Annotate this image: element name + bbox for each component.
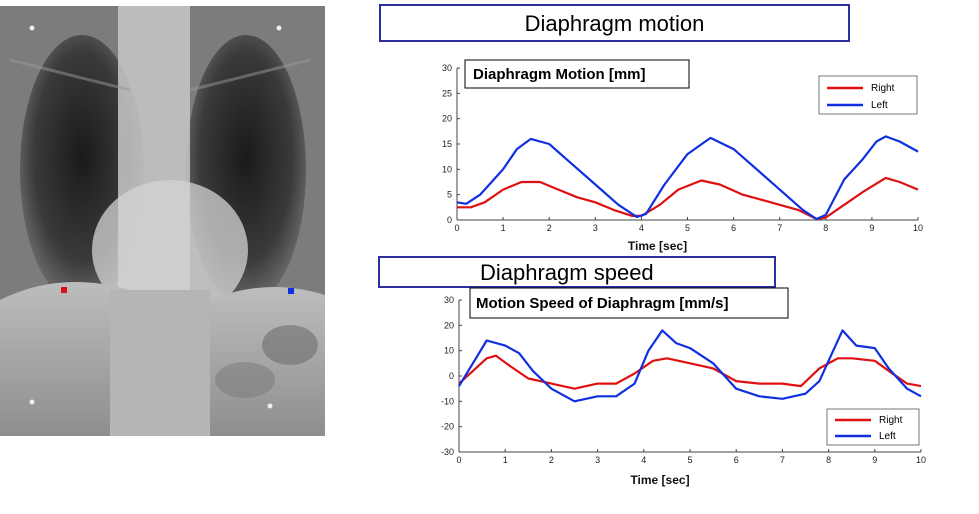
- speed-x-tick-label: 8: [826, 455, 831, 465]
- motion-panel-title: Diaphragm motion: [379, 4, 850, 42]
- speed-y-tick-label: -30: [441, 447, 454, 457]
- left-diaphragm-marker: [288, 288, 294, 294]
- speed-panel-title: Diaphragm speed: [378, 256, 776, 288]
- motion-x-tick-label: 0: [454, 223, 459, 233]
- motion-chart: 0 1 2 3 4 5 6 7 8 9 10 0 5 10 15 20 25 30 Time [sec] Diaphr…: [442, 59, 923, 253]
- speed-legend-box: [826, 408, 920, 446]
- speed-y-tick-label: 0: [449, 371, 454, 381]
- motion-x-tick-label: 3: [593, 223, 598, 233]
- motion-title-box: [464, 59, 690, 89]
- motion-x-tick-label: 8: [823, 223, 828, 233]
- motion-series-left: [456, 135, 919, 221]
- speed-y-tick-label: -20: [441, 422, 454, 432]
- speed-y-tick-label: 30: [444, 295, 454, 305]
- speed-chart-title: Motion Speed of Diaphragm [mm/s]: [476, 295, 729, 312]
- right-diaphragm-marker: [61, 287, 67, 293]
- motion-x-tick-label: 9: [869, 223, 874, 233]
- speed-x-tick-label: 0: [456, 455, 461, 465]
- speed-x-tick-label: 3: [595, 455, 600, 465]
- motion-x-tick-label: 2: [547, 223, 552, 233]
- speed-x-tick-label: 9: [872, 455, 877, 465]
- motion-x-tick-label: 10: [913, 223, 923, 233]
- motion-y-tick-label: 20: [442, 114, 452, 124]
- motion-y-tick-label: 25: [442, 88, 452, 98]
- motion-y-tick-label: 30: [442, 63, 452, 73]
- speed-series-right: [458, 354, 922, 390]
- speed-x-tick-label: 7: [780, 455, 785, 465]
- motion-legend-box: [818, 75, 918, 115]
- motion-x-tick-label: 7: [777, 223, 782, 233]
- speed-x-tick-label: 2: [549, 455, 554, 465]
- speed-x-axis-label: Time [sec]: [630, 473, 689, 487]
- speed-chart: 0 1 2 3 4 5 6 7 8 9 10 -30 -20 -10 0 10 20 30 Time [sec] Mo…: [441, 287, 926, 487]
- motion-x-tick-label: 4: [639, 223, 644, 233]
- motion-series-right: [457, 176, 919, 221]
- motion-y-tick-label: 5: [447, 190, 452, 200]
- speed-series-left: [458, 329, 922, 403]
- motion-chart-title: Diaphragm Motion [mm]: [473, 66, 646, 83]
- speed-x-tick-label: 10: [916, 455, 926, 465]
- motion-y-tick-label: 15: [442, 139, 452, 149]
- speed-y-tick-label: 20: [444, 320, 454, 330]
- speed-y-tick-label: 10: [444, 346, 454, 356]
- speed-title-box: [469, 287, 789, 319]
- speed-x-tick-label: 6: [734, 455, 739, 465]
- motion-x-tick-label: 1: [501, 223, 506, 233]
- speed-legend-label-right: Right: [879, 415, 903, 426]
- speed-legend: Right Left: [826, 408, 920, 446]
- motion-legend-label-left: Left: [871, 100, 888, 111]
- motion-x-tick-label: 5: [685, 223, 690, 233]
- motion-x-axis-label: Time [sec]: [628, 239, 687, 253]
- motion-y-tick-label: 0: [447, 215, 452, 225]
- speed-y-tick-label: -10: [441, 396, 454, 406]
- speed-x-tick-label: 4: [641, 455, 646, 465]
- motion-legend-label-right: Right: [871, 83, 895, 94]
- speed-x-tick-label: 1: [503, 455, 508, 465]
- speed-x-tick-label: 5: [687, 455, 692, 465]
- motion-x-tick-label: 6: [731, 223, 736, 233]
- motion-legend: Right Left: [818, 75, 918, 115]
- motion-y-tick-label: 10: [442, 164, 452, 174]
- speed-legend-label-left: Left: [879, 431, 896, 442]
